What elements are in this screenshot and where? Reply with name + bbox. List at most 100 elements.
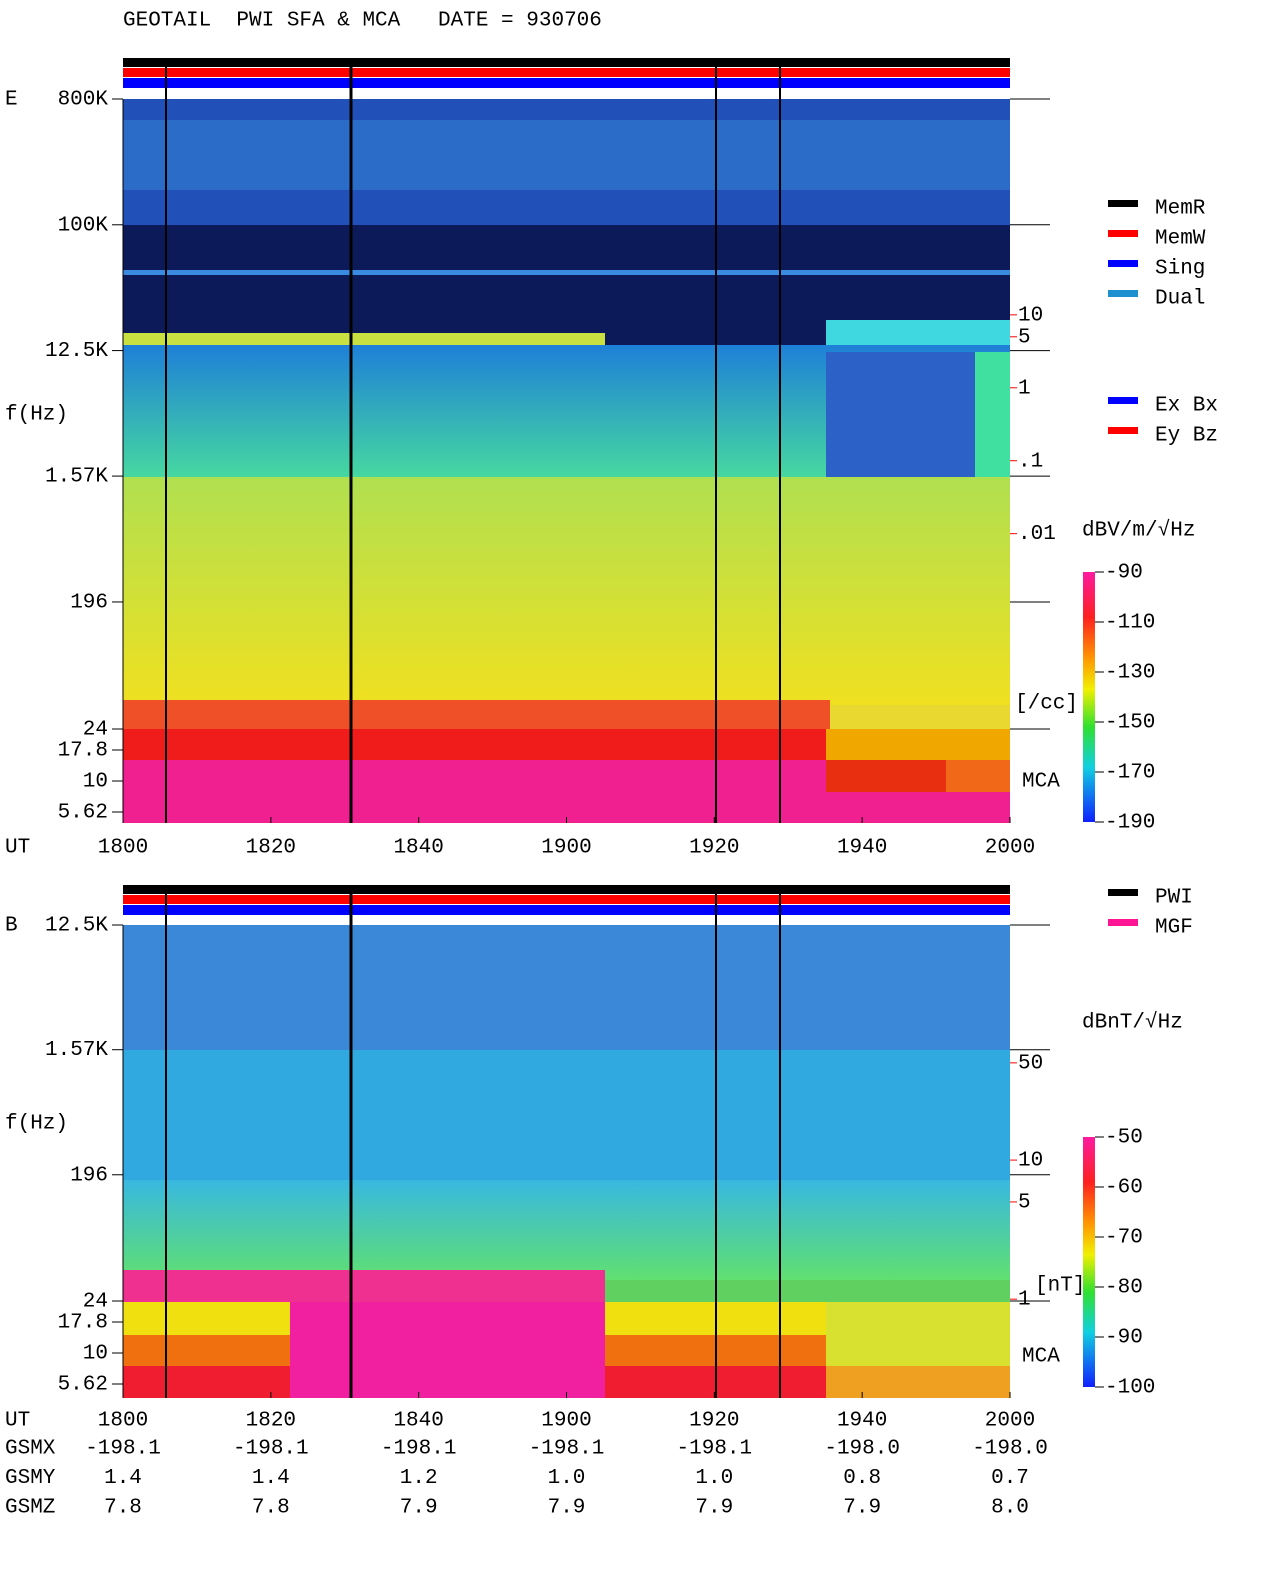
orbit-value: 7.9 xyxy=(695,1497,733,1520)
colorbar-tick-label: -80 xyxy=(1105,1277,1143,1300)
y-tick-label: 10 xyxy=(83,1343,108,1366)
y2-axis-label: [nT] xyxy=(1035,1275,1085,1298)
status-bar xyxy=(123,78,1010,88)
x-tick-label: 1800 xyxy=(98,837,148,860)
colorbar-tick-label: -130 xyxy=(1105,662,1155,685)
spectrogram-region xyxy=(123,760,826,823)
orbit-value: -198.0 xyxy=(824,1438,900,1461)
y-tick-label: 800K xyxy=(58,89,109,112)
spectrogram-region xyxy=(826,1366,1010,1398)
orbit-value: -198.1 xyxy=(529,1438,605,1461)
x-tick-label: 1940 xyxy=(837,837,887,860)
colorbar-tick-label: -50 xyxy=(1105,1127,1143,1150)
y2-tick-label: 1 xyxy=(1018,1289,1031,1312)
colorbar-tick-label: -170 xyxy=(1105,762,1155,785)
spectrogram-region xyxy=(826,760,946,792)
orbit-value: 1.0 xyxy=(548,1467,586,1490)
legend-swatch xyxy=(1108,200,1138,207)
y2-tick-label: 10 xyxy=(1018,1150,1043,1173)
legend-label: PWI xyxy=(1155,887,1193,910)
y-tick-label: 1.57K xyxy=(45,466,108,489)
x-tick-label: 1800 xyxy=(98,1410,148,1433)
legend-swatch xyxy=(1108,260,1138,267)
y2-tick-label: 1 xyxy=(1018,377,1031,400)
status-bar xyxy=(123,68,1010,77)
y-tick-label: 1.57K xyxy=(45,1039,108,1062)
x-tick-label: 1900 xyxy=(541,1410,591,1433)
spectrogram-region xyxy=(826,792,1010,823)
spectrogram-region xyxy=(123,270,1010,275)
spectrogram-region xyxy=(123,333,605,345)
y-tick-label: 10 xyxy=(83,771,108,794)
x-tick-label: 2000 xyxy=(985,1410,1035,1433)
y-axis-label: f(Hz) xyxy=(5,1113,68,1136)
spectrogram-region xyxy=(123,1180,1010,1280)
legend-label: MemR xyxy=(1155,198,1206,221)
y2-tick-label: .1 xyxy=(1018,450,1043,473)
x-tick-label: 1820 xyxy=(246,837,296,860)
legend-swatch xyxy=(1108,397,1138,404)
y-tick-label: 196 xyxy=(70,1164,108,1187)
orbit-value: -198.0 xyxy=(972,1438,1048,1461)
spectrogram-region xyxy=(975,352,1010,477)
y-tick-label: 12.5K xyxy=(45,915,108,938)
orbit-label: GSMX xyxy=(5,1438,56,1461)
status-bar xyxy=(123,885,1010,894)
colorbar xyxy=(1083,1137,1095,1387)
y2-axis-label: [/cc] xyxy=(1015,693,1078,716)
orbit-label: GSMY xyxy=(5,1467,56,1490)
x-tick-label: 1900 xyxy=(541,837,591,860)
colorbar-tick-label: -70 xyxy=(1105,1227,1143,1250)
x-tick-label: 1820 xyxy=(246,1410,296,1433)
x-tick-label: 1840 xyxy=(393,837,443,860)
spectrogram-region xyxy=(123,700,830,729)
orbit-value: 0.7 xyxy=(991,1467,1029,1490)
spectrogram-region xyxy=(123,120,1010,190)
orbit-value: 8.0 xyxy=(991,1497,1029,1520)
orbit-value: 7.9 xyxy=(548,1497,586,1520)
x-tick-label: 1840 xyxy=(393,1410,443,1433)
legend-label: Sing xyxy=(1155,258,1205,281)
colorbar-tick-label: -190 xyxy=(1105,812,1155,835)
legend-swatch xyxy=(1108,889,1138,896)
y-tick-label: 17.8 xyxy=(58,740,108,763)
y-axis-label: f(Hz) xyxy=(5,404,68,427)
spectrogram-region xyxy=(123,729,826,760)
spectrogram-region xyxy=(123,925,1010,1050)
x-tick-label: 2000 xyxy=(985,837,1035,860)
x-tick-label: 1920 xyxy=(689,837,739,860)
orbit-value: 7.8 xyxy=(252,1497,290,1520)
orbit-value: 7.9 xyxy=(400,1497,438,1520)
y-tick-label: 12.5K xyxy=(45,340,108,363)
colorbar-tick-label: -90 xyxy=(1105,1327,1143,1350)
colorbar-label: dBnT/√Hz xyxy=(1082,1011,1183,1035)
orbit-value: 0.8 xyxy=(843,1467,881,1490)
panel-label: E xyxy=(5,89,18,112)
y-tick-label: 24 xyxy=(83,1291,108,1314)
chart-title: GEOTAIL PWI SFA & MCA DATE = 930706 xyxy=(123,10,602,33)
y-tick-label: 24 xyxy=(83,719,108,742)
legend-label: MemW xyxy=(1155,228,1206,251)
colorbar-tick-label: -150 xyxy=(1105,712,1155,735)
spectrogram-region xyxy=(830,705,1010,729)
legend-swatch xyxy=(1108,427,1138,434)
y2-tick-label: .01 xyxy=(1018,523,1056,546)
colorbar-tick-label: -90 xyxy=(1105,562,1143,585)
legend-swatch xyxy=(1108,919,1138,926)
spectrogram-region xyxy=(946,760,1010,792)
spectrogram-region xyxy=(826,729,1010,760)
y-tick-label: 100K xyxy=(58,214,109,237)
colorbar-tick-label: -100 xyxy=(1105,1377,1155,1400)
x-axis-label: UT xyxy=(5,837,30,860)
x-axis-label: UT xyxy=(5,1410,30,1433)
orbit-value: 1.0 xyxy=(695,1467,733,1490)
spectrogram-region xyxy=(123,1270,605,1302)
orbit-value: 7.8 xyxy=(104,1497,142,1520)
legend-label: Ex Bx xyxy=(1155,395,1218,418)
spectrogram-region xyxy=(123,1050,1010,1180)
legend-swatch xyxy=(1108,230,1138,237)
status-bar xyxy=(123,58,1010,67)
legend-swatch xyxy=(1108,290,1138,297)
x-tick-label: 1940 xyxy=(837,1410,887,1433)
